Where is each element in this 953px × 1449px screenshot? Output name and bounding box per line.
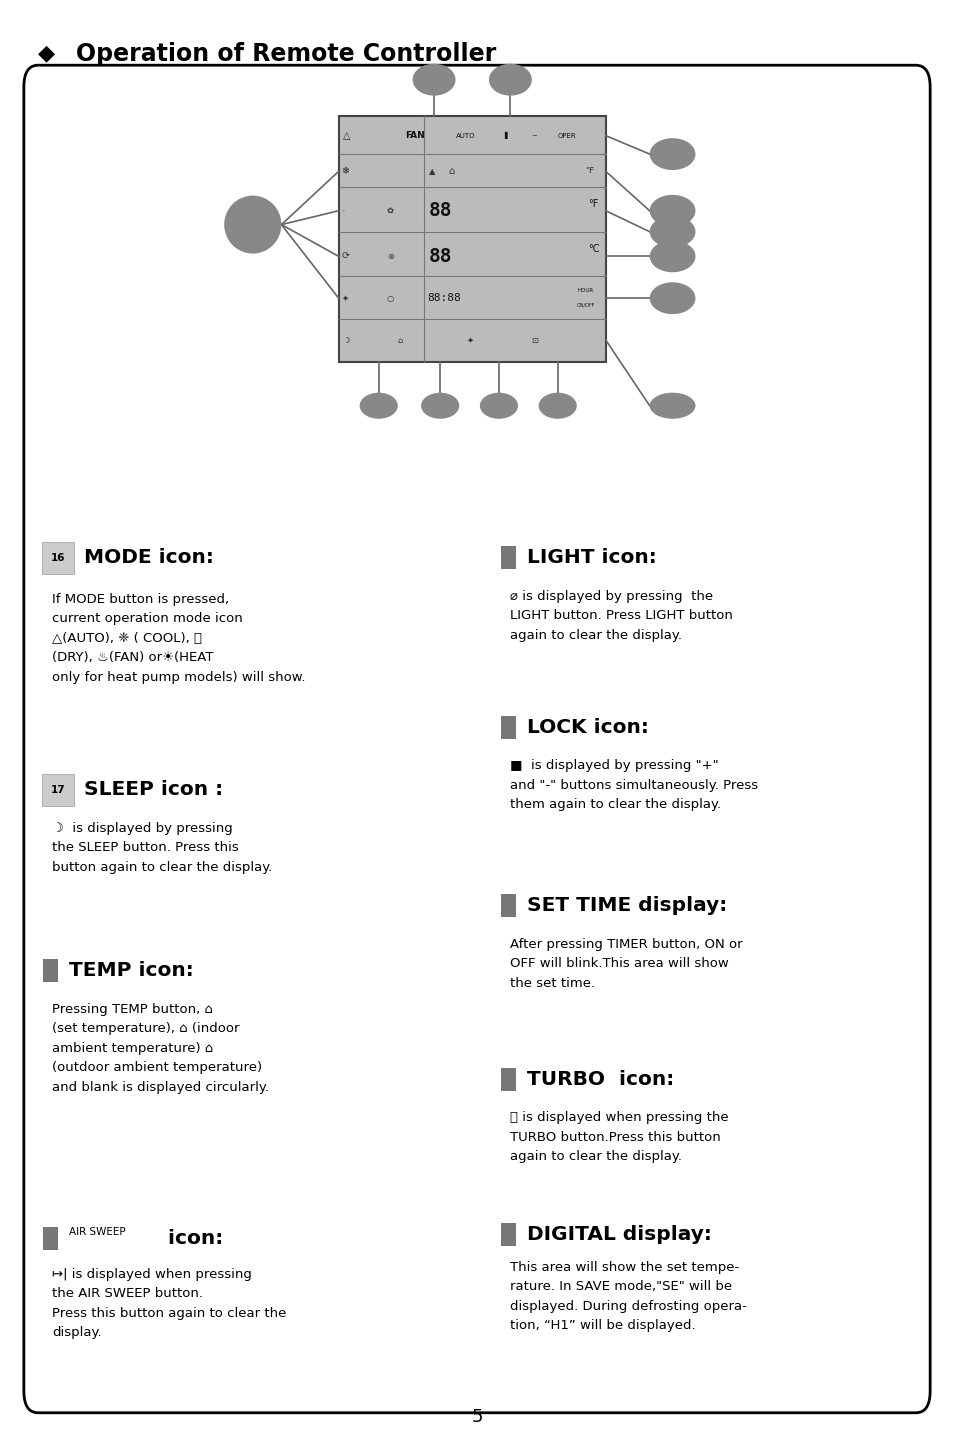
Bar — [43, 959, 58, 982]
Text: ⊛: ⊛ — [386, 252, 394, 261]
Text: 88: 88 — [429, 201, 452, 220]
Text: After pressing TIMER button, ON or
OFF will blink.This area will show
the set ti: After pressing TIMER button, ON or OFF w… — [510, 938, 742, 990]
Text: ↦| is displayed when pressing
the AIR SWEEP button.
Press this button again to c: ↦| is displayed when pressing the AIR SW… — [52, 1268, 287, 1339]
Text: ☽: ☽ — [341, 336, 349, 345]
Text: FAN: FAN — [405, 130, 425, 141]
Ellipse shape — [538, 393, 577, 419]
Text: icon:: icon: — [161, 1229, 223, 1249]
Text: ■  is displayed by pressing "+"
and "-" buttons simultaneously. Press
them again: ■ is displayed by pressing "+" and "-" b… — [510, 759, 758, 811]
Text: 88:88: 88:88 — [427, 293, 460, 303]
Ellipse shape — [359, 393, 397, 419]
Ellipse shape — [412, 64, 455, 96]
Ellipse shape — [224, 196, 281, 254]
Bar — [500, 894, 516, 917]
Text: ✿: ✿ — [386, 206, 394, 216]
Ellipse shape — [649, 138, 695, 170]
Text: Operation of Remote Controller: Operation of Remote Controller — [76, 42, 497, 65]
Text: 88: 88 — [429, 246, 452, 265]
Text: ⌂: ⌂ — [448, 167, 454, 177]
Ellipse shape — [649, 216, 695, 248]
Text: DIGITAL display:: DIGITAL display: — [526, 1224, 711, 1245]
Bar — [500, 1068, 516, 1091]
Ellipse shape — [649, 241, 695, 272]
Bar — [500, 546, 516, 569]
Bar — [43, 1227, 58, 1250]
Text: ◆: ◆ — [38, 43, 55, 64]
Text: 16: 16 — [51, 554, 66, 562]
Text: LIGHT icon:: LIGHT icon: — [526, 548, 656, 568]
Text: HOUR: HOUR — [577, 288, 593, 294]
Text: ℉: ℉ — [584, 167, 592, 175]
Ellipse shape — [649, 283, 695, 314]
Text: °F: °F — [588, 199, 598, 209]
Text: ⟳: ⟳ — [341, 251, 350, 261]
FancyBboxPatch shape — [42, 774, 74, 806]
Bar — [338, 116, 605, 362]
FancyBboxPatch shape — [24, 65, 929, 1413]
Text: SET TIME display:: SET TIME display: — [526, 895, 726, 916]
Text: ✦: ✦ — [341, 294, 348, 303]
Text: ✦: ✦ — [466, 336, 474, 345]
Text: ○: ○ — [386, 294, 394, 303]
Text: SLEEP icon :: SLEEP icon : — [84, 780, 223, 800]
Text: LOCK icon:: LOCK icon: — [526, 717, 648, 738]
Text: AIR SWEEP: AIR SWEEP — [69, 1227, 125, 1236]
Text: ▲: ▲ — [429, 167, 435, 175]
Ellipse shape — [488, 64, 532, 96]
Ellipse shape — [649, 393, 695, 419]
Text: Ⓢ is displayed when pressing the
TURBO button.Press this button
again to clear t: Ⓢ is displayed when pressing the TURBO b… — [510, 1111, 728, 1164]
Text: ~: ~ — [531, 133, 537, 139]
FancyBboxPatch shape — [42, 542, 74, 574]
Ellipse shape — [420, 393, 458, 419]
Text: TEMP icon:: TEMP icon: — [69, 961, 193, 981]
Text: OPER: OPER — [558, 133, 576, 139]
Text: This area will show the set tempe-
rature. In SAVE mode,"SE" will be
displayed. : This area will show the set tempe- ratur… — [510, 1261, 746, 1332]
Bar — [500, 716, 516, 739]
Text: ⊡: ⊡ — [531, 336, 537, 345]
Text: ·: · — [341, 206, 345, 216]
Text: ▌: ▌ — [504, 132, 509, 139]
Text: ☽  is displayed by pressing
the SLEEP button. Press this
button again to clear t: ☽ is displayed by pressing the SLEEP but… — [52, 822, 273, 874]
Text: ⌂: ⌂ — [397, 336, 402, 345]
Text: TURBO  icon:: TURBO icon: — [526, 1069, 673, 1090]
Text: ON/OFF: ON/OFF — [577, 303, 595, 309]
Text: AUTO: AUTO — [456, 133, 476, 139]
Text: 17: 17 — [51, 785, 66, 794]
Text: Pressing TEMP button, ⌂
(set temperature), ⌂ (indoor
ambient temperature) ⌂
(out: Pressing TEMP button, ⌂ (set temperature… — [52, 1003, 269, 1094]
Text: °C: °C — [588, 243, 599, 254]
Bar — [500, 1223, 516, 1246]
Text: ⌀ is displayed by pressing  the
LIGHT button. Press LIGHT button
again to clear : ⌀ is displayed by pressing the LIGHT but… — [510, 590, 733, 642]
Ellipse shape — [479, 393, 517, 419]
Text: △: △ — [343, 130, 351, 141]
Text: If MODE button is pressed,
current operation mode icon
△(AUTO), ❈ ( COOL), ⤔
(DR: If MODE button is pressed, current opera… — [52, 593, 306, 684]
Text: MODE icon:: MODE icon: — [84, 548, 213, 568]
Text: ❄: ❄ — [341, 167, 350, 177]
Ellipse shape — [649, 194, 695, 226]
Text: 5: 5 — [471, 1408, 482, 1426]
